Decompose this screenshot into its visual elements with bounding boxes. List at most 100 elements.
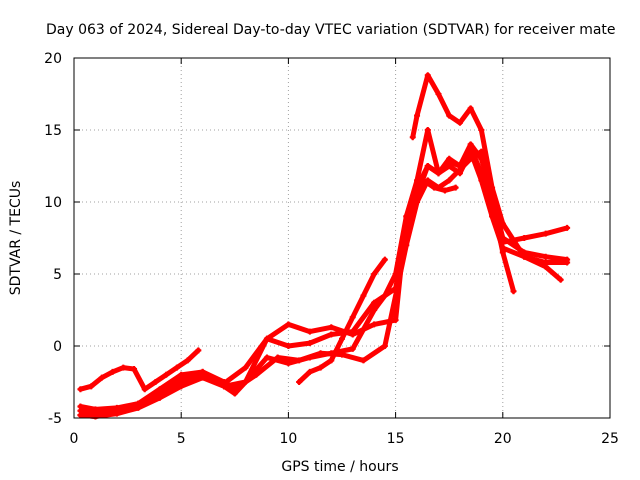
series-track-segment [135, 389, 163, 407]
series-track-segment [200, 369, 227, 386]
series-track-segment [371, 293, 388, 313]
series-track-segment [468, 144, 484, 176]
y-tick-label: 5 [53, 267, 62, 283]
data-points [77, 72, 571, 420]
series-track-segment [371, 257, 388, 277]
series-track-segment [360, 271, 377, 299]
ticks: 0 5 10 15 20 25 -5 0 5 10 15 20 [44, 51, 619, 447]
series-track-segment [92, 405, 120, 412]
series-track-segment [339, 314, 356, 342]
series-track-segment [307, 331, 334, 346]
series-track-segment [350, 293, 366, 320]
series-track-segment [135, 395, 163, 411]
series-track-segment [328, 329, 356, 337]
series-track-segment [425, 72, 441, 97]
y-tick-label: 10 [44, 195, 62, 211]
series-track-segment [185, 347, 201, 363]
x-tick-label: 25 [601, 431, 619, 447]
series-track-segment [435, 159, 452, 176]
series-track-segment [478, 127, 495, 191]
x-tick-label: 5 [177, 431, 186, 447]
series-track-segment [114, 401, 141, 411]
x-tick-label: 20 [494, 431, 512, 447]
series-track-segment [435, 91, 452, 119]
series-track-segment [285, 321, 313, 335]
series-track-segment [403, 185, 420, 219]
plot-frame [73, 57, 611, 419]
data-point [510, 288, 517, 295]
data-point [564, 224, 571, 231]
series-track-segment [457, 144, 474, 169]
series-track-segment [489, 206, 506, 245]
series-track-segment [285, 340, 313, 349]
series-track-segment [382, 271, 399, 299]
series-track-segment [264, 336, 291, 349]
series-track-segment [350, 307, 377, 352]
series-track-segment [410, 113, 420, 140]
series-track-segment [521, 249, 549, 260]
series-track-segment [478, 170, 495, 212]
series-track-segment [178, 372, 206, 385]
series-track-segment [403, 192, 420, 234]
y-tick-label: -5 [48, 411, 62, 427]
y-tick-label: 0 [53, 339, 62, 355]
y-axis-label: SDTVAR / TECUs [8, 181, 24, 296]
x-tick-label: 0 [70, 431, 79, 447]
series-track-segment [350, 300, 377, 335]
series-track-8 [420, 177, 459, 194]
series-track-segment [414, 72, 431, 119]
series-track-segment [468, 105, 484, 133]
series-track-segment [92, 411, 120, 420]
data-point [452, 184, 459, 191]
series-track-segment [157, 383, 184, 401]
series-track-segment [131, 366, 148, 392]
series-track-segment [264, 321, 291, 342]
series-track-segment [457, 105, 474, 126]
series-track-segment [178, 375, 206, 389]
x-tick-label: 10 [279, 431, 297, 447]
data-point [381, 256, 388, 263]
series-track-segment [339, 352, 366, 363]
series-track-segment [157, 375, 184, 395]
series-track-segment [243, 355, 270, 385]
series-track-segment [500, 249, 517, 294]
series-track-6 [77, 347, 202, 393]
series-track-segment [414, 127, 431, 183]
series-track-segment [425, 127, 441, 176]
grid [74, 58, 610, 418]
series-track-segment [328, 336, 345, 363]
y-tick-label: 20 [44, 51, 62, 67]
series-track-segment [543, 264, 564, 283]
series-track-segment [521, 231, 549, 241]
series-track-segment [114, 405, 141, 417]
series-track-segment [371, 317, 399, 327]
series-track-segment [264, 355, 291, 366]
x-tick-label: 15 [387, 431, 405, 447]
series-track-segment [393, 213, 409, 277]
series-track-segment [307, 324, 334, 335]
series-track-segment [221, 365, 249, 386]
series-track-segment [232, 379, 249, 397]
series-track-4 [77, 144, 571, 420]
series-track-segment [285, 355, 313, 366]
series-track-segment [307, 350, 334, 361]
data-point [557, 276, 564, 283]
series-track-segment [200, 375, 227, 389]
series-track-segment [360, 343, 388, 363]
series-track-segment [243, 336, 270, 371]
series-track-segment [543, 225, 570, 237]
y-tick-label: 15 [44, 123, 62, 139]
series-track-7 [296, 256, 388, 385]
series-track-segment [521, 254, 549, 270]
series-track-segment [414, 163, 431, 191]
series-track-segment [543, 254, 570, 263]
data-point [564, 259, 571, 266]
data-point [195, 347, 202, 354]
series-track-segment [178, 369, 206, 381]
series-track-segment [489, 185, 506, 227]
chart-title: Day 063 of 2024, Sidereal Day-to-day VTE… [46, 22, 616, 38]
x-axis-label: GPS time / hours [281, 459, 398, 475]
series-track-segment [500, 221, 527, 260]
